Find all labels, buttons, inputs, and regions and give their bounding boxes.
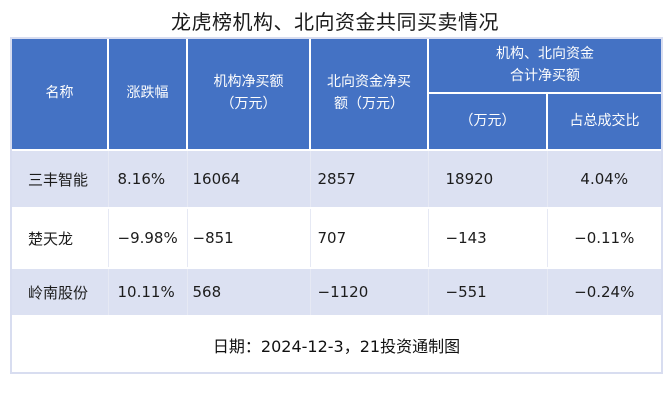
col-header-combined-amount: （万元） <box>428 93 548 151</box>
date-source-note: 日期：2024-12-3，21投资通制图 <box>12 316 661 372</box>
turnover-ratio-cell: 4.04% <box>547 150 661 209</box>
data-table: 名称 涨跌幅 机构净买额 （万元） 北向资金净买 额（万元） 机构、北向资金 合… <box>12 39 661 372</box>
col-header-combined-line1: 机构、北向资金 <box>496 45 594 62</box>
combined-net-buy-cell: −143 <box>428 208 548 269</box>
col-header-combined-ratio: 占总成交比 <box>547 93 661 151</box>
page-title: 龙虎榜机构、北向资金共同买卖情况 <box>171 10 499 34</box>
stock-name-cell: 岭南股份 <box>12 268 109 317</box>
col-header-inst-line1: 机构净买额 <box>213 74 284 91</box>
col-header-change: 涨跌幅 <box>108 39 188 151</box>
combined-net-buy-cell: 18920 <box>428 150 548 209</box>
inst-net-buy-cell: −851 <box>187 208 311 269</box>
header-row-sub: （万元） 占总成交比 <box>12 93 661 151</box>
table-footer-row: 日期：2024-12-3，21投资通制图 <box>12 316 661 372</box>
north-net-buy-cell: 707 <box>310 208 429 269</box>
header-row-top: 名称 涨跌幅 机构净买额 （万元） 北向资金净买 额（万元） 机构、北向资金 合… <box>12 39 661 151</box>
col-header-north-net-buy: 北向资金净买 额（万元） <box>310 39 429 151</box>
col-header-combined-line2: 合计净买额 <box>510 67 580 84</box>
col-header-name: 名称 <box>12 39 109 151</box>
inst-net-buy-cell: 16064 <box>187 150 311 209</box>
turnover-ratio-cell: −0.24% <box>547 268 661 317</box>
north-net-buy-cell: 2857 <box>310 150 429 209</box>
col-header-inst-line2: （万元） <box>220 96 277 112</box>
stock-name-cell: 三丰智能 <box>12 150 109 209</box>
change-cell: 8.16% <box>108 150 188 209</box>
col-header-north-line2: 额（万元） <box>334 96 404 112</box>
turnover-ratio-cell: −0.11% <box>547 208 661 269</box>
col-header-inst-net-buy: 机构净买额 （万元） <box>187 39 311 151</box>
inst-net-buy-cell: 568 <box>187 268 311 317</box>
north-net-buy-cell: −1120 <box>310 268 429 317</box>
stock-name-cell: 楚天龙 <box>12 208 109 269</box>
col-header-north-line1: 北向资金净买 <box>327 74 411 91</box>
table-row-lingnan: 岭南股份 10.11% 568 −1120 −551 −0.24% <box>12 268 661 317</box>
change-cell: 10.11% <box>108 268 188 317</box>
combined-net-buy-cell: −551 <box>428 268 548 317</box>
change-cell: −9.98% <box>108 208 188 269</box>
col-header-combined-group: 机构、北向资金 合计净买额 <box>428 39 661 94</box>
data-table-container: 名称 涨跌幅 机构净买额 （万元） 北向资金净买 额（万元） 机构、北向资金 合… <box>10 37 663 374</box>
table-row-sanfeng: 三丰智能 8.16% 16064 2857 18920 4.04% <box>12 150 661 209</box>
table-row-chutianlong: 楚天龙 −9.98% −851 707 −143 −0.11% <box>12 208 661 269</box>
